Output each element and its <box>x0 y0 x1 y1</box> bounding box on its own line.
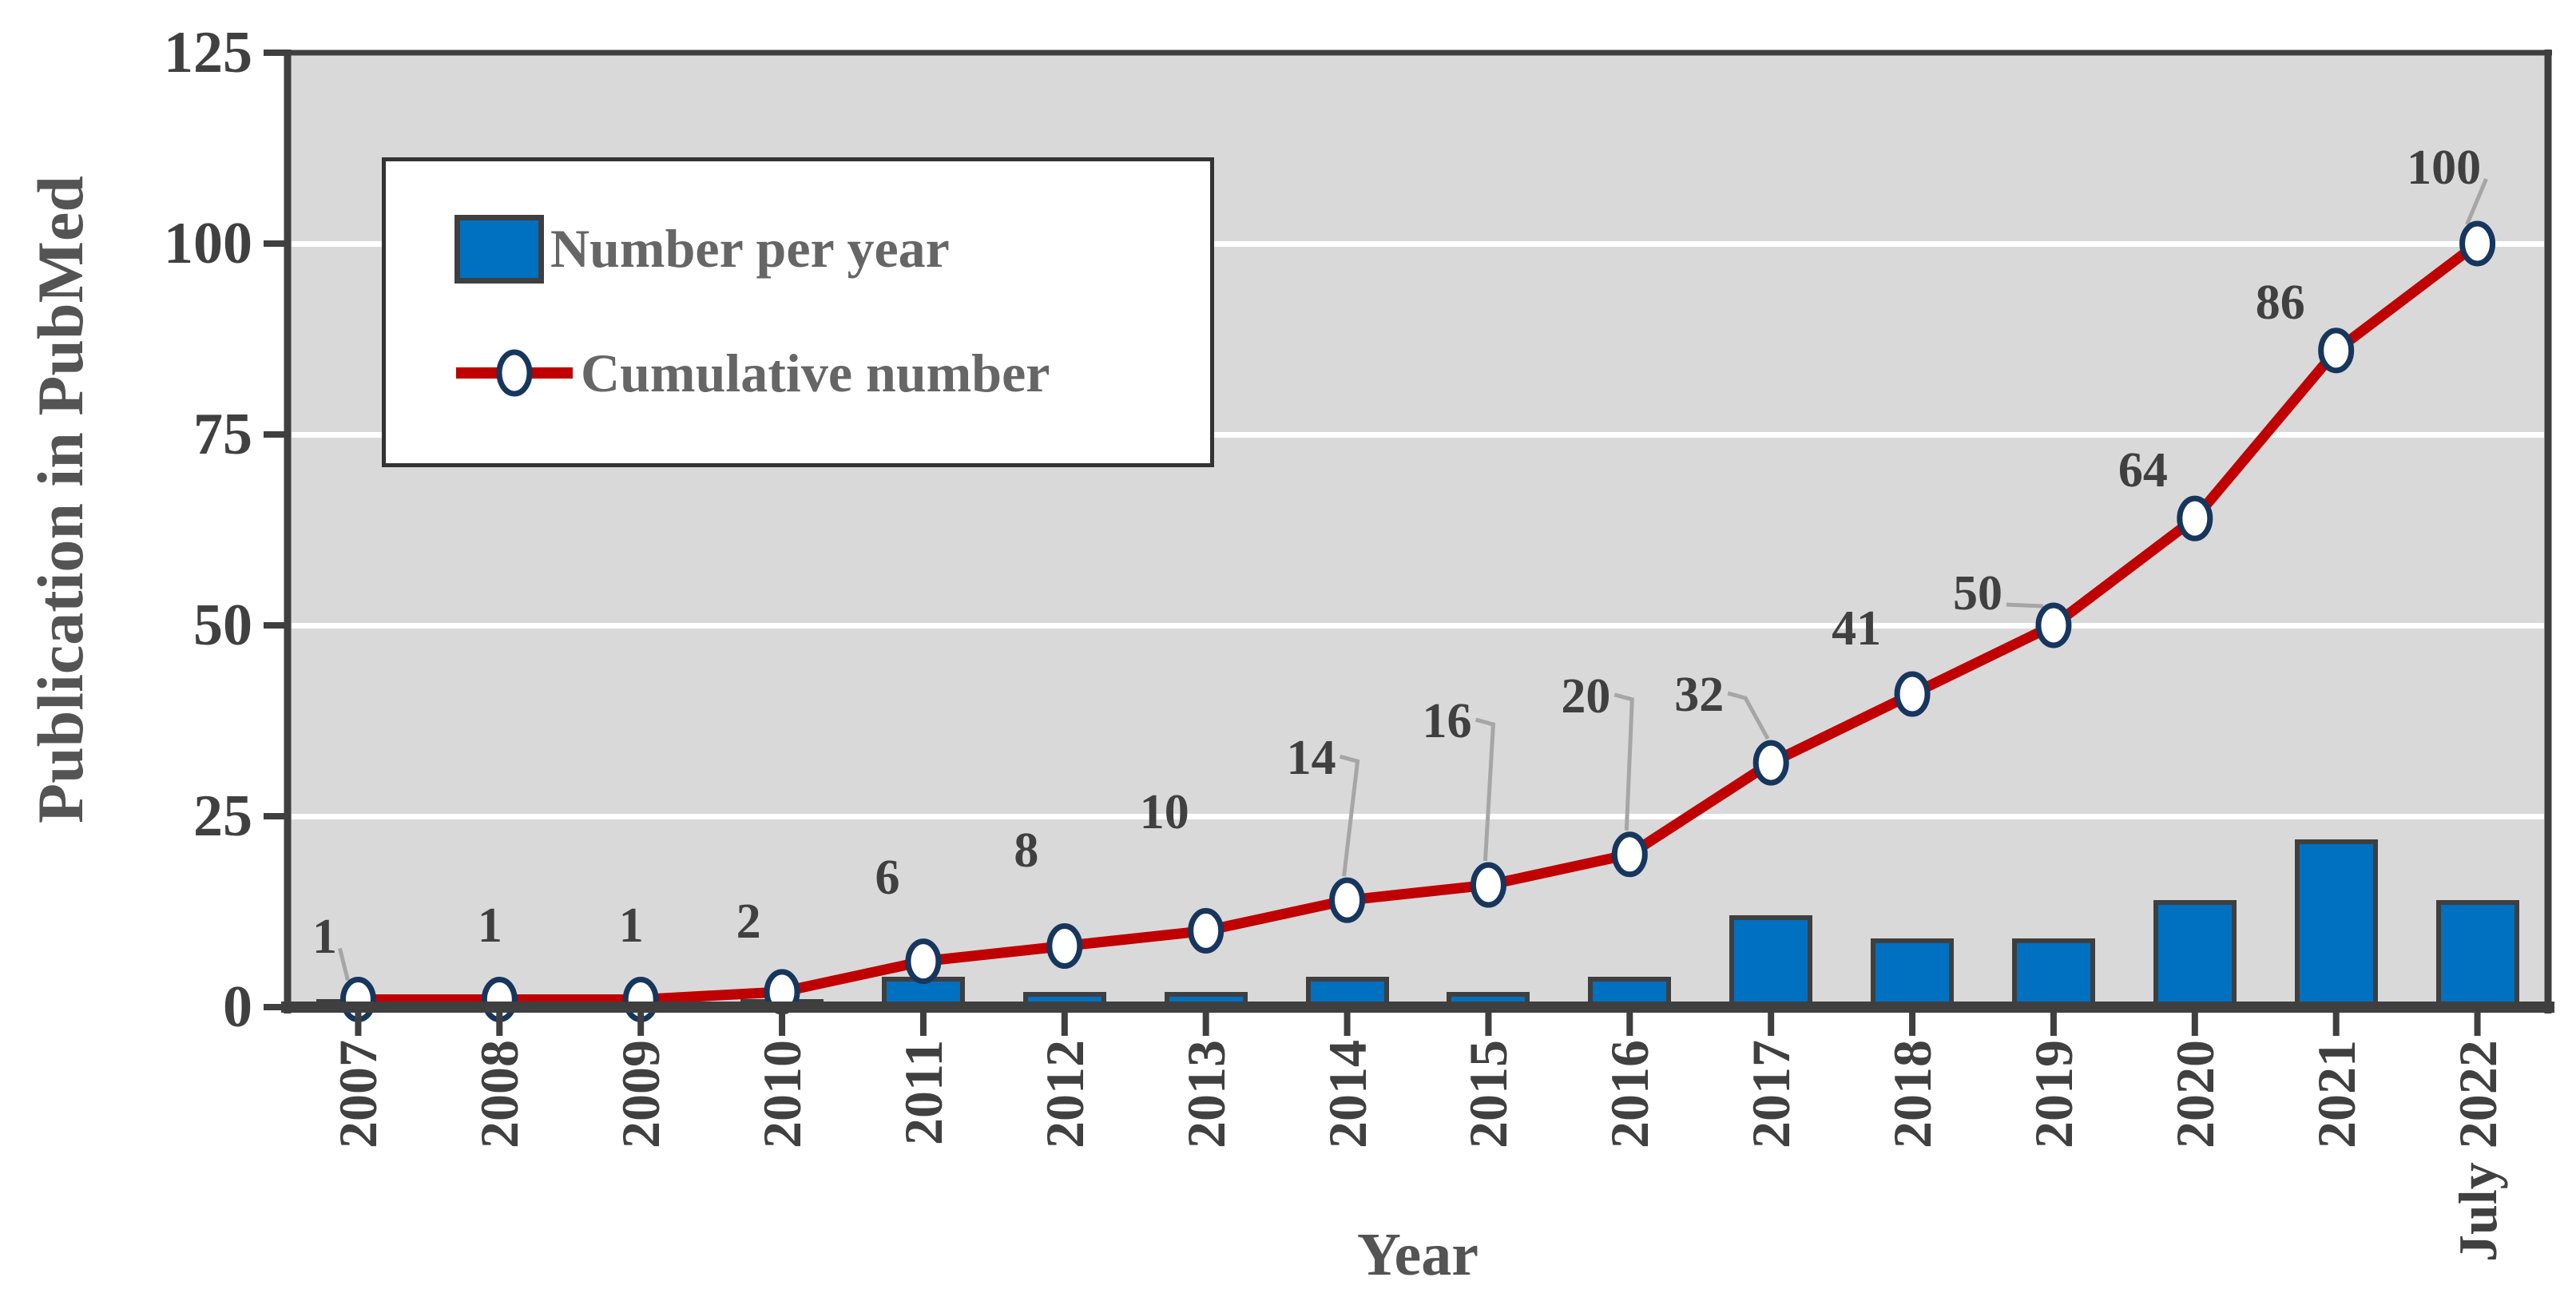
data-point-marker <box>2318 327 2355 374</box>
bar-2018 <box>1871 938 1955 1011</box>
data-label-July 2022: 100 <box>2407 141 2482 195</box>
data-label-2016: 20 <box>1561 668 1611 724</box>
legend-label: Number per year <box>550 218 950 280</box>
x-tick-label-2017: 2017 <box>1740 1040 1802 1148</box>
grid-line <box>292 431 2544 438</box>
x-tick-label-July 2022: July 2022 <box>2447 1040 2508 1262</box>
data-point-marker <box>2035 602 2072 649</box>
data-point-marker <box>905 938 942 985</box>
legend-label: Cumulative number <box>581 342 1050 403</box>
leader-line <box>1339 754 1360 877</box>
bar-swatch-icon <box>454 214 544 284</box>
line-marker-icon <box>454 336 574 410</box>
data-point-marker <box>1894 671 1931 717</box>
data-label-2012: 8 <box>1014 823 1039 878</box>
data-label-2020: 64 <box>2118 443 2168 498</box>
x-tick-label-2012: 2012 <box>1034 1040 1095 1148</box>
data-label-2014: 14 <box>1286 731 1336 786</box>
data-point-marker <box>2177 495 2213 541</box>
data-label-2015: 16 <box>1422 694 1472 749</box>
grid-line <box>292 813 2544 819</box>
bar-July 2022 <box>2435 900 2519 1011</box>
x-axis-title: Year <box>1357 1221 1479 1288</box>
data-point-marker <box>1329 877 1366 923</box>
y-tick-label: 75 <box>193 402 252 467</box>
grid-line <box>292 622 2544 629</box>
data-label-2018: 41 <box>1832 601 1882 656</box>
x-tick-label-2020: 2020 <box>2164 1040 2225 1148</box>
data-point-marker <box>2459 220 2496 267</box>
data-point-marker <box>1611 831 1648 878</box>
data-point-marker <box>1752 740 1789 786</box>
data-point-marker <box>1470 862 1506 908</box>
leader-line <box>1613 692 1634 831</box>
data-label-2007: 1 <box>312 910 337 965</box>
data-label-2019: 50 <box>1952 566 2002 621</box>
x-tick-label-2019: 2019 <box>2022 1040 2084 1148</box>
y-tick-label: 100 <box>164 211 252 276</box>
bar-2021 <box>2294 839 2378 1011</box>
bar-2020 <box>2153 900 2237 1011</box>
bar-2017 <box>1729 915 1813 1011</box>
data-point-marker <box>1188 907 1224 954</box>
x-tick-label-2011: 2011 <box>892 1039 954 1145</box>
data-label-2008: 1 <box>477 898 502 954</box>
x-tick-label-2015: 2015 <box>1458 1040 1519 1148</box>
x-tick-label-2016: 2016 <box>1599 1040 1661 1148</box>
legend-item-cumulative-number: Cumulative number <box>454 336 1210 410</box>
x-tick-label-2008: 2008 <box>469 1040 530 1148</box>
data-label-2010: 2 <box>736 894 761 949</box>
x-tick-label-2021: 2021 <box>2305 1040 2367 1148</box>
data-label-2021: 86 <box>2255 275 2305 330</box>
data-label-2017: 32 <box>1674 668 1725 723</box>
x-tick-label-2018: 2018 <box>1882 1040 1943 1148</box>
x-tick-label-2009: 2009 <box>610 1040 672 1148</box>
legend: Number per year Cumulative number <box>382 157 1214 467</box>
leader-line <box>338 947 350 982</box>
legend-item-number-per-year: Number per year <box>454 214 1210 284</box>
grid-line <box>292 240 2544 247</box>
data-label-2009: 1 <box>618 898 644 954</box>
x-tick-label-2010: 2010 <box>752 1040 813 1148</box>
cumulative-line <box>358 239 2481 1005</box>
y-tick-label: 25 <box>193 783 252 849</box>
data-label-2013: 10 <box>1139 785 1189 840</box>
y-tick-label: 125 <box>164 20 252 85</box>
data-label-2011: 6 <box>875 850 900 905</box>
bar-2019 <box>2011 938 2095 1011</box>
leader-line <box>1727 691 1770 740</box>
x-tick-label-2013: 2013 <box>1175 1040 1236 1148</box>
y-tick-label: 0 <box>223 974 252 1040</box>
data-point-marker <box>1046 923 1083 970</box>
x-tick-label-2007: 2007 <box>327 1040 389 1148</box>
leader-line <box>1475 717 1496 862</box>
leader-line <box>2465 178 2488 225</box>
x-tick-label-2014: 2014 <box>1316 1040 1378 1148</box>
y-tick-label: 50 <box>193 593 252 658</box>
leader-line <box>2006 602 2044 609</box>
